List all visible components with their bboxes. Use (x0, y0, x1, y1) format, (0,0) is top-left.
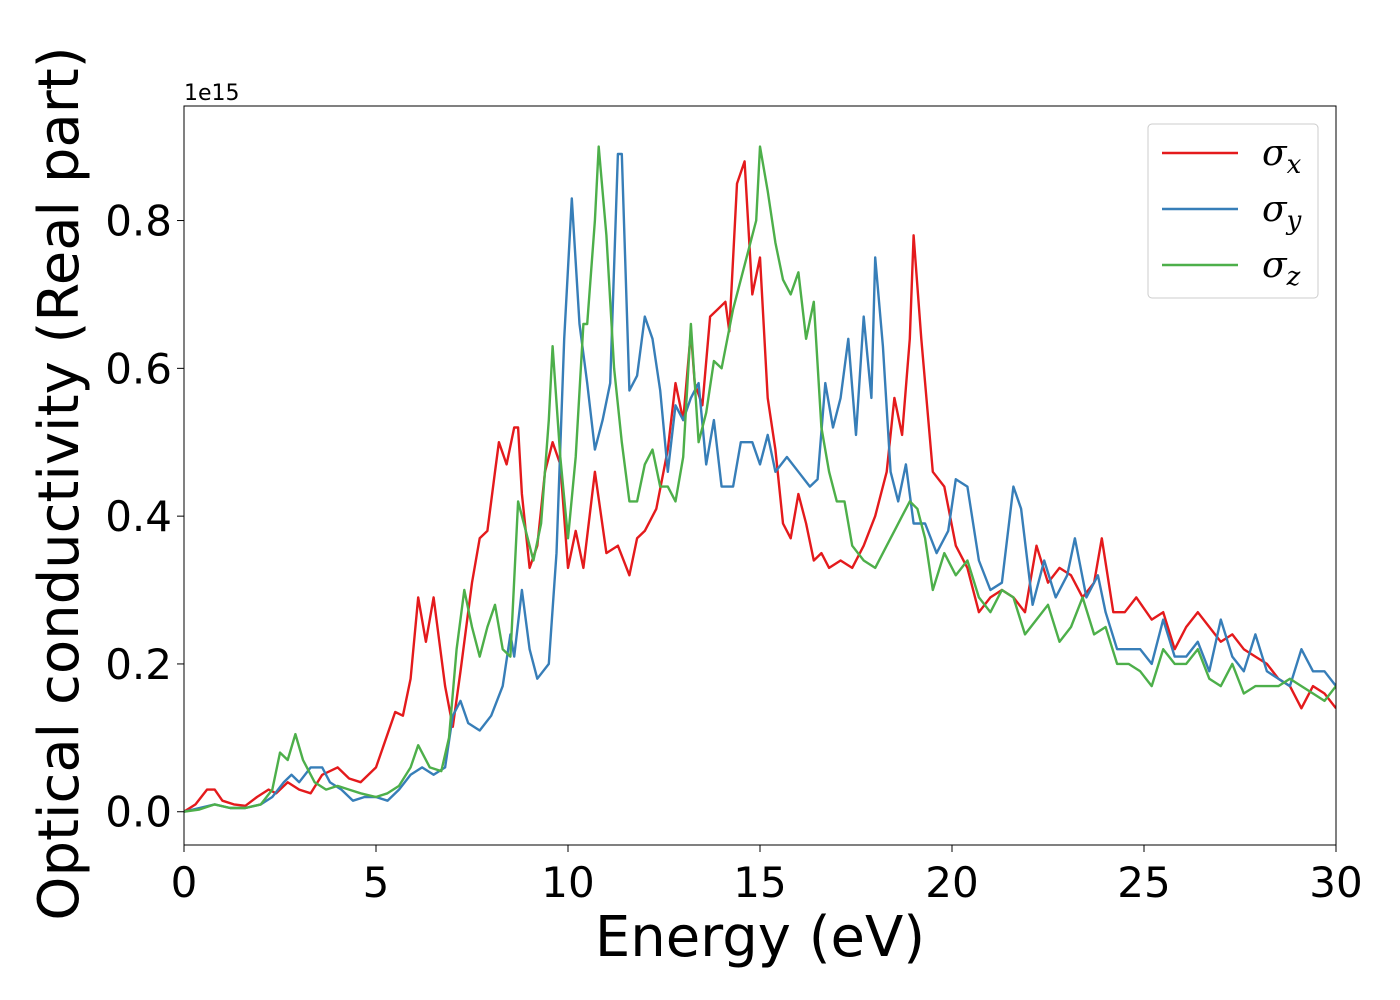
y-axis-ticks: 0.0 0.2 0.4 0.6 0.8 (105, 197, 184, 837)
x-tick-label: 15 (733, 858, 786, 907)
x-tick-label: 10 (541, 858, 594, 907)
legend-label-z: σz (1262, 245, 1301, 292)
plot-frame (183, 105, 1337, 846)
x-tick-label: 25 (1117, 858, 1170, 907)
legend-symbol: σ (1262, 189, 1288, 230)
x-axis-label: Energy (eV) (595, 905, 925, 970)
series-line-y (184, 152, 1336, 813)
legend-subscript: z (1286, 262, 1301, 292)
x-tick-label: 20 (925, 858, 978, 907)
legend-subscript: x (1287, 150, 1302, 180)
x-tick-label: 0 (171, 858, 198, 907)
y-tick-label: 0.4 (105, 492, 172, 541)
series-line-z (184, 145, 1336, 813)
legend-subscript: y (1286, 206, 1302, 236)
y-tick-label: 0.0 (105, 788, 172, 837)
x-tick-label: 5 (363, 858, 390, 907)
legend-label-x: σx (1262, 133, 1302, 180)
y-tick-label: 0.8 (105, 197, 172, 246)
legend-box (1147, 123, 1319, 299)
legend-symbol: σ (1262, 245, 1288, 286)
legend-label-y: σy (1262, 189, 1302, 236)
x-tick-label: 30 (1309, 858, 1362, 907)
x-axis-ticks: 0 5 10 15 20 25 30 (171, 845, 1363, 907)
legend-symbol: σ (1262, 133, 1288, 174)
y-tick-label: 0.2 (105, 640, 172, 689)
y-tick-label: 0.6 (105, 344, 172, 393)
series-line-x (184, 160, 1336, 813)
series-lines (184, 145, 1336, 813)
y-axis-offset-text: 1e15 (184, 81, 240, 106)
y-axis-label: Optical conductivity (Real part) (27, 46, 92, 920)
